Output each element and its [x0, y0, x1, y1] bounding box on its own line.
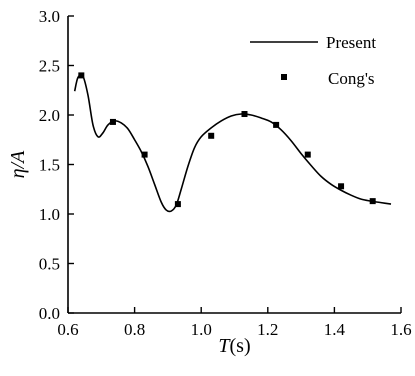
chart-ticks: 0.6 0.8 1.0 1.2 1.4 1.6 0.0 0.5 1.0 1.5 2.0 2.5 3.0 T…	[7, 7, 412, 357]
x-tick-label: 0.8	[124, 320, 145, 339]
data-point-congs	[141, 151, 148, 158]
data-point-congs	[174, 201, 181, 208]
x-tick-label: 0.6	[57, 320, 78, 339]
data-point-congs	[241, 111, 248, 118]
data-point-congs	[208, 132, 215, 139]
x-axis-title-var: T	[218, 335, 231, 357]
data-point-congs	[78, 72, 85, 79]
y-tick-label: 1.5	[39, 156, 60, 175]
y-tick-label: 0.0	[39, 304, 60, 323]
series-line-present	[73, 73, 392, 213]
data-point-congs	[338, 183, 345, 190]
chart-series	[73, 72, 392, 213]
y-tick-label: 3.0	[39, 7, 60, 26]
x-tick-label: 1.0	[191, 320, 212, 339]
y-tick-label: 0.5	[39, 255, 60, 274]
data-point-congs	[304, 151, 311, 158]
x-axis-title-unit: (s)	[230, 335, 251, 357]
legend-label-present: Present	[326, 33, 376, 52]
data-point-congs	[369, 198, 376, 205]
x-axis-title: T(s)	[218, 335, 250, 357]
chart-axes	[67, 16, 401, 314]
y-axis-title-var: η/A	[7, 150, 29, 178]
data-point-congs	[273, 121, 280, 128]
y-tick-label: 1.0	[39, 205, 60, 224]
x-tick-label: 1.4	[324, 320, 346, 339]
y-axis-title: η/A	[7, 150, 29, 178]
chart-legend: Present Cong's	[250, 33, 376, 88]
legend-marker-congs	[281, 74, 287, 80]
x-tick-label: 1.2	[257, 320, 278, 339]
legend-label-congs: Cong's	[328, 69, 375, 88]
x-tick-label: 1.6	[390, 320, 411, 339]
data-point-congs	[109, 118, 116, 125]
y-tick-label: 2.5	[39, 57, 60, 76]
y-tick-label: 2.0	[39, 106, 60, 125]
